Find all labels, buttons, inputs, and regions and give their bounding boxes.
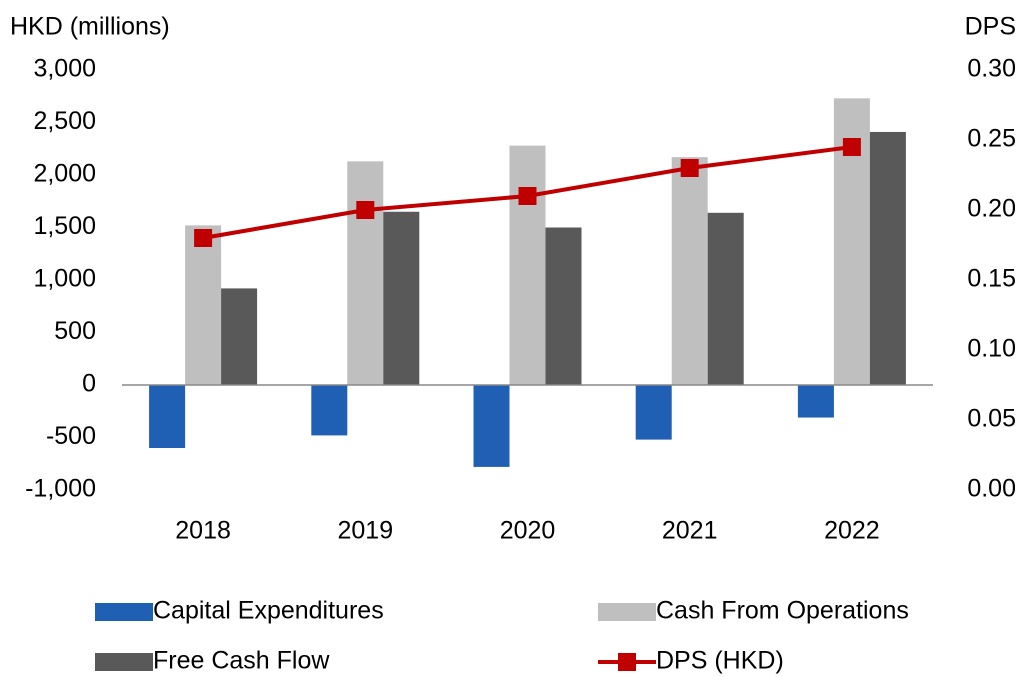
- y-tick-label: 3,000: [33, 55, 96, 83]
- bar: [347, 161, 384, 385]
- bar: [221, 288, 258, 385]
- y2-tick-label: 0.00: [967, 475, 1016, 503]
- y-tick-label: 2,000: [33, 160, 96, 188]
- y2-tick-label: 0.10: [967, 335, 1016, 363]
- marker: [842, 138, 861, 156]
- marker: [518, 187, 537, 205]
- legend-swatch: [598, 603, 656, 621]
- bar: [635, 385, 672, 440]
- y-tick-label: 2,500: [33, 107, 96, 135]
- bar: [311, 385, 348, 436]
- y-tick-label: 1,000: [33, 265, 96, 293]
- marker: [194, 229, 213, 247]
- y2-axis-label: DPS: [965, 13, 1016, 41]
- y2-tick-label: 0.30: [967, 55, 1016, 83]
- legend-marker: [618, 653, 636, 671]
- bar: [707, 212, 744, 385]
- x-tick-label: 2022: [824, 517, 880, 545]
- marker: [680, 159, 699, 177]
- y-tick-label: 500: [54, 317, 96, 345]
- legend-swatch: [95, 603, 153, 621]
- y2-tick-label: 0.05: [967, 405, 1016, 433]
- legend-label: Cash From Operations: [656, 597, 909, 625]
- x-tick-label: 2021: [662, 517, 718, 545]
- x-tick-label: 2018: [175, 517, 231, 545]
- bar: [383, 211, 420, 385]
- y2-tick-label: 0.20: [967, 195, 1016, 223]
- y-tick-label: -1,000: [25, 475, 96, 503]
- bar: [671, 157, 708, 385]
- y-tick-label: 0: [82, 370, 96, 398]
- bar: [149, 385, 186, 448]
- x-tick-label: 2020: [500, 517, 556, 545]
- bar: [545, 227, 582, 385]
- y-tick-label: -500: [46, 422, 96, 450]
- y2-tick-label: 0.25: [967, 125, 1016, 153]
- y-tick-label: 1,500: [33, 212, 96, 240]
- legend-label: DPS (HKD): [656, 647, 784, 675]
- legend-swatch: [95, 653, 153, 671]
- bar: [509, 145, 546, 385]
- bar: [185, 225, 222, 385]
- legend-label: Free Cash Flow: [153, 647, 330, 675]
- marker: [356, 201, 375, 219]
- bar: [797, 385, 834, 418]
- bar: [473, 385, 510, 467]
- legend-label: Capital Expenditures: [153, 597, 384, 625]
- y2-tick-label: 0.15: [967, 265, 1016, 293]
- x-tick-label: 2019: [337, 517, 393, 545]
- y-axis-label: HKD (millions): [10, 13, 170, 41]
- bar: [869, 131, 906, 385]
